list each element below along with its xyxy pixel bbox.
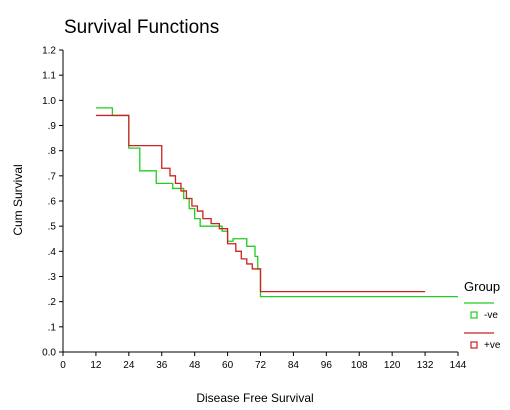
- legend: Group -ve +ve: [464, 279, 501, 351]
- y-tick-label: .1: [48, 322, 57, 333]
- series-layer: [95, 107, 458, 298]
- x-axis-label: Disease Free Survival: [196, 391, 313, 405]
- x-tick-label: 48: [189, 360, 201, 371]
- y-tick-label: .8: [48, 146, 57, 157]
- legend-marker: [470, 341, 478, 349]
- y-tick-label: .4: [48, 247, 57, 258]
- y-tick-label: 1.2: [42, 46, 56, 57]
- x-tick-label: 132: [417, 360, 434, 371]
- legend-title: Group: [464, 279, 500, 294]
- y-tick-label: .7: [48, 171, 57, 182]
- x-tick-label: 144: [450, 360, 467, 371]
- y-tick-label: 1.0: [42, 96, 56, 107]
- legend-entry-label: +ve: [484, 340, 501, 351]
- y-axis: 0.0 .1 .2 .3 .4 .5 .6 .7 .8 .9 1.0 1.1 1.2: [42, 46, 63, 359]
- x-tick-label: 36: [156, 360, 168, 371]
- chart-title: Survival Functions: [64, 17, 219, 38]
- x-tick-label: 108: [351, 360, 368, 371]
- y-axis-label: Cum Survival: [11, 164, 25, 235]
- x-tick-label: 120: [384, 360, 401, 371]
- legend-entry-label: -ve: [484, 310, 498, 321]
- y-tick-label: .6: [48, 197, 57, 208]
- x-tick-label: 0: [60, 360, 66, 371]
- x-tick-label: 12: [90, 360, 102, 371]
- x-tick-label: 24: [123, 360, 135, 371]
- legend-entries: -ve +ve: [464, 302, 501, 351]
- y-tick-label: .2: [48, 297, 57, 308]
- y-tick-label: .5: [48, 222, 57, 233]
- y-tick-label: .3: [48, 272, 57, 283]
- series-line-positive: [95, 114, 426, 293]
- legend-marker: [470, 311, 478, 319]
- y-tick-label: .9: [48, 121, 57, 132]
- x-axis: 0 12 24 36 48 60 72 84 96 108 120 132 144: [60, 352, 467, 371]
- y-tick-label: 1.1: [42, 71, 56, 82]
- y-tick-label: 0.0: [42, 348, 56, 359]
- plot-area: [62, 50, 458, 353]
- series-line-negative: [95, 107, 458, 298]
- x-tick-label: 84: [288, 360, 300, 371]
- x-tick-label: 96: [321, 360, 333, 371]
- x-tick-label: 60: [222, 360, 234, 371]
- x-tick-label: 72: [255, 360, 267, 371]
